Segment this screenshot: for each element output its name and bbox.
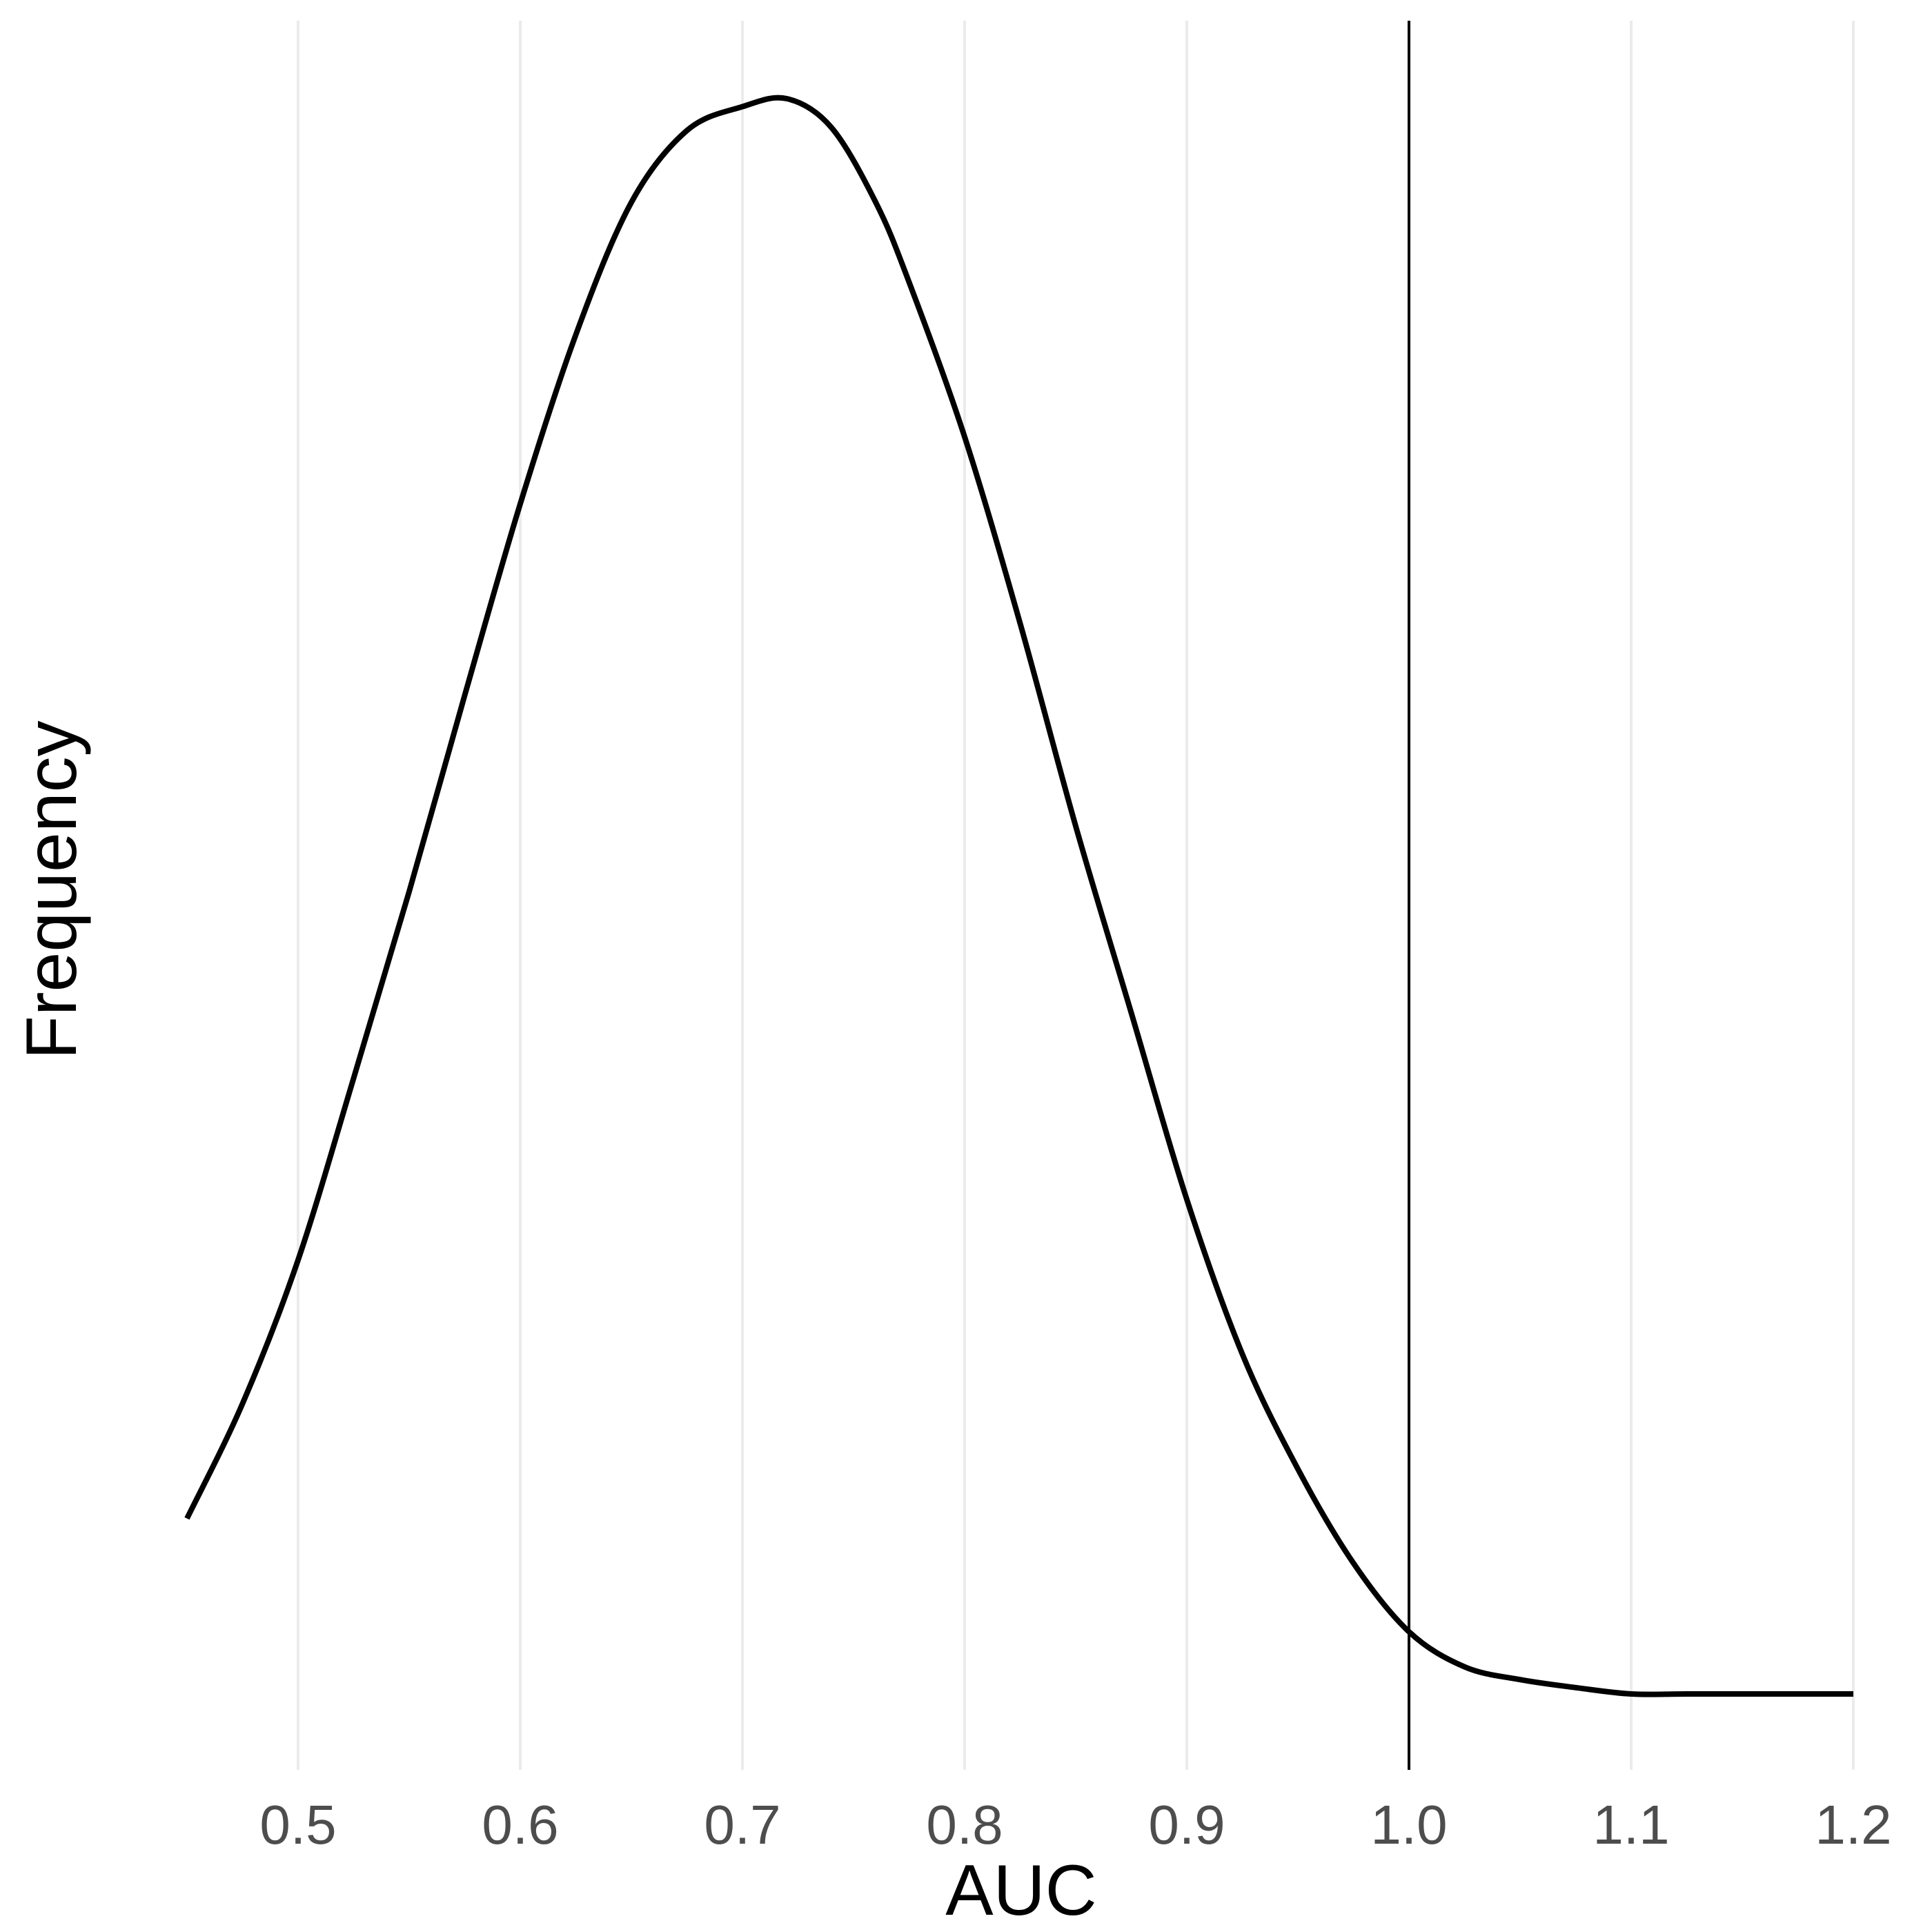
x-tick-label: 0.8 bbox=[926, 1794, 1003, 1855]
x-tick-labels: 0.5 0.6 0.7 0.8 0.9 1.0 1.1 1.2 bbox=[259, 1794, 1891, 1855]
x-tick-label: 1.2 bbox=[1815, 1794, 1891, 1855]
y-axis-title: Frequency bbox=[12, 720, 92, 1059]
x-gridlines bbox=[297, 21, 1855, 1770]
x-tick-label: 1.1 bbox=[1593, 1794, 1669, 1855]
x-axis-title: AUC bbox=[945, 1851, 1097, 1931]
x-tick-label: 1.0 bbox=[1370, 1794, 1447, 1855]
x-tick-label: 0.6 bbox=[482, 1794, 558, 1855]
x-tick-label: 0.7 bbox=[704, 1794, 780, 1855]
density-curve bbox=[184, 95, 1853, 1697]
x-tick-label: 0.9 bbox=[1148, 1794, 1225, 1855]
x-tick-label: 0.5 bbox=[259, 1794, 336, 1855]
